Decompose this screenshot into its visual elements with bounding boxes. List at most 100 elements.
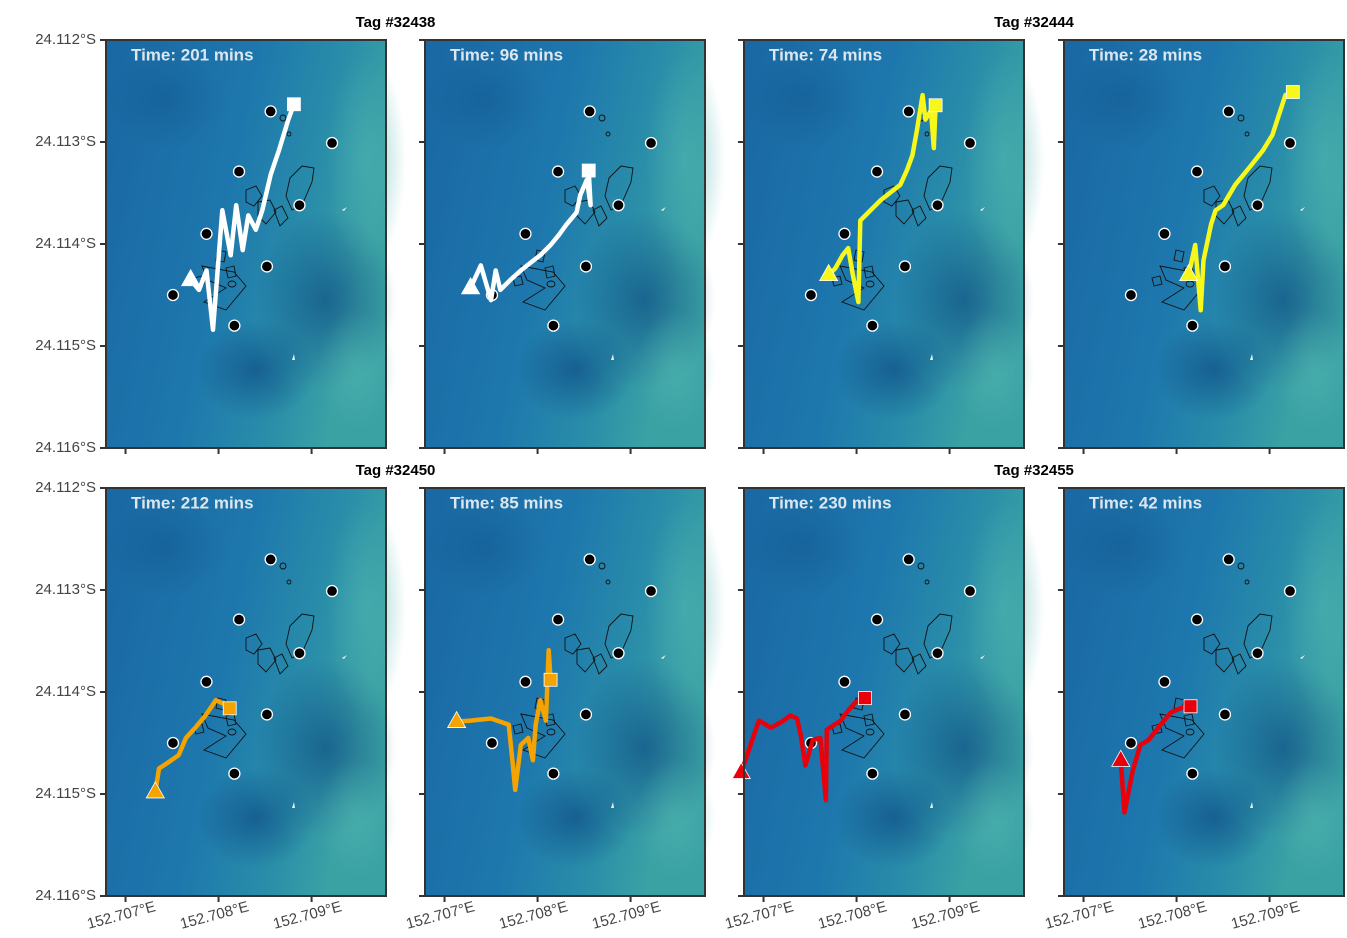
x-tick-label: 152.708°E <box>1136 898 1208 933</box>
receiver <box>265 106 276 117</box>
receiver <box>584 554 595 565</box>
time-annotation: Time: 96 mins <box>450 45 563 64</box>
receiver <box>167 738 178 749</box>
y-tick-label: 24.116°S <box>35 439 96 456</box>
panel-title: Tag #32450 <box>356 462 436 479</box>
receiver <box>1223 106 1234 117</box>
receiver <box>548 768 559 779</box>
x-tick-label: 152.709°E <box>271 898 343 933</box>
panel: Time: 74 mins Tag #32444 <box>738 14 1075 454</box>
x-tick-label: 152.709°E <box>590 898 662 933</box>
receiver <box>1187 320 1198 331</box>
map-background <box>106 40 406 448</box>
receiver <box>867 768 878 779</box>
end-marker <box>544 673 557 686</box>
receiver <box>613 200 624 211</box>
time-annotation: Time: 74 mins <box>769 45 882 64</box>
receiver <box>327 586 338 597</box>
receiver <box>1125 290 1136 301</box>
panel: 152.707°E 152.708°E 152.709°E Time: 42 mins <box>1043 488 1347 933</box>
map-background <box>106 488 406 896</box>
receiver <box>805 290 816 301</box>
receiver <box>261 261 272 272</box>
receiver <box>548 320 559 331</box>
receiver <box>229 768 240 779</box>
page: 24.112°S 24.113°S 24.114°S 24.115°S 24.116°S… <box>0 0 1347 938</box>
y-tick-label: 24.115°S <box>35 337 96 354</box>
time-annotation: Time: 42 mins <box>1089 493 1202 512</box>
receiver <box>265 554 276 565</box>
x-tick-label: 152.708°E <box>816 898 888 933</box>
receiver <box>201 228 212 239</box>
receiver <box>1219 709 1230 720</box>
receiver <box>613 648 624 659</box>
panel: 24.112°S 24.113°S 24.114°S 24.115°S 24.116°S… <box>35 14 435 456</box>
receiver <box>646 138 657 149</box>
receiver <box>1285 586 1296 597</box>
receiver <box>872 166 883 177</box>
y-tick-label: 24.115°S <box>35 785 96 802</box>
receiver <box>167 290 178 301</box>
receiver <box>486 738 497 749</box>
x-tick-label: 152.707°E <box>85 898 157 933</box>
map-background <box>1064 488 1347 896</box>
y-tick-label: 24.114°S <box>35 683 96 700</box>
receiver <box>580 709 591 720</box>
x-tick-label: 152.707°E <box>1043 898 1115 933</box>
receiver <box>899 709 910 720</box>
end-marker <box>858 692 871 705</box>
time-annotation: Time: 201 mins <box>131 45 254 64</box>
receiver <box>580 261 591 272</box>
end-marker <box>223 702 236 715</box>
receiver <box>520 228 531 239</box>
receiver <box>553 614 564 625</box>
receiver <box>201 676 212 687</box>
receiver <box>1223 554 1234 565</box>
x-tick-label: 152.709°E <box>1229 898 1301 933</box>
time-annotation: Time: 212 mins <box>131 493 254 512</box>
receiver <box>520 676 531 687</box>
receiver <box>965 586 976 597</box>
panel: 24.112°S24.113°S24.114°S24.115°S24.116°S… <box>35 462 435 933</box>
panel: Time: 28 mins <box>1058 40 1347 454</box>
receiver <box>872 614 883 625</box>
receiver <box>1159 676 1170 687</box>
end-marker <box>287 98 300 111</box>
y-tick-label: 24.113°S <box>35 133 96 150</box>
x-tick-label: 152.709°E <box>909 898 981 933</box>
panel: Time: 96 mins <box>419 40 725 454</box>
receiver <box>1192 166 1203 177</box>
figure: 24.112°S 24.113°S 24.114°S 24.115°S 24.116°S… <box>0 0 1347 938</box>
end-marker <box>1286 86 1299 99</box>
receiver <box>932 200 943 211</box>
receiver <box>932 648 943 659</box>
y-tick-label: 24.114°S <box>35 235 96 252</box>
time-annotation: Time: 85 mins <box>450 493 563 512</box>
x-tick-label: 152.707°E <box>723 898 795 933</box>
y-tick-label: 24.116°S <box>35 887 96 904</box>
y-tick-label: 24.113°S <box>35 581 96 598</box>
receiver <box>229 320 240 331</box>
receiver <box>294 200 305 211</box>
receiver <box>1252 200 1263 211</box>
receiver <box>903 554 914 565</box>
receiver <box>327 138 338 149</box>
map-background <box>425 40 725 448</box>
receiver <box>294 648 305 659</box>
receiver <box>584 106 595 117</box>
receiver <box>867 320 878 331</box>
y-tick-label: 24.112°S <box>35 31 96 48</box>
receiver <box>899 261 910 272</box>
panel-title: Tag #32444 <box>994 14 1074 31</box>
x-tick-label: 152.708°E <box>497 898 569 933</box>
end-marker <box>1184 700 1197 713</box>
receiver <box>1187 768 1198 779</box>
receiver <box>261 709 272 720</box>
receiver <box>1125 738 1136 749</box>
panel-title: Tag #32455 <box>994 462 1074 479</box>
receiver <box>903 106 914 117</box>
receiver <box>839 228 850 239</box>
receiver <box>234 166 245 177</box>
